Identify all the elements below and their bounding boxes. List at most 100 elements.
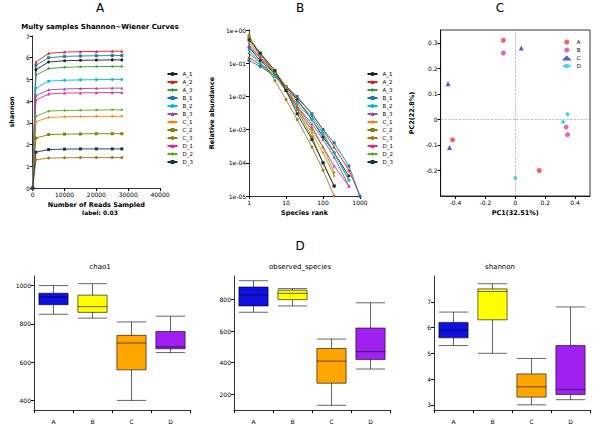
svg-text:C_3: C_3 <box>383 135 394 142</box>
svg-text:800: 800 <box>220 296 232 303</box>
svg-text:B_1: B_1 <box>383 95 393 102</box>
svg-text:10: 10 <box>282 199 290 206</box>
svg-text:3: 3 <box>26 119 30 126</box>
svg-text:C_2: C_2 <box>383 127 393 134</box>
svg-text:1e-02: 1e-02 <box>229 93 246 100</box>
svg-text:A: A <box>96 1 105 15</box>
svg-text:Species rank: Species rank <box>281 209 329 217</box>
svg-text:A_2: A_2 <box>183 79 193 86</box>
svg-text:C: C <box>529 418 533 425</box>
svg-text:observed_species: observed_species <box>269 263 331 271</box>
svg-text:B_2: B_2 <box>383 103 393 110</box>
svg-text:600: 600 <box>20 359 32 366</box>
svg-text:2: 2 <box>26 141 30 148</box>
svg-text:A_3: A_3 <box>183 87 194 94</box>
svg-text:B: B <box>577 47 581 53</box>
svg-text:D_1: D_1 <box>183 143 193 150</box>
svg-text:D: D <box>295 239 304 253</box>
svg-text:label: 0.03: label: 0.03 <box>82 209 118 216</box>
svg-text:shannon: shannon <box>8 96 16 128</box>
svg-text:A_1: A_1 <box>383 71 393 78</box>
svg-text:-0.2: -0.2 <box>426 167 438 174</box>
svg-text:5: 5 <box>26 76 30 83</box>
svg-text:D_1: D_1 <box>383 143 393 150</box>
svg-text:B: B <box>90 418 94 425</box>
svg-text:PC2(22.8%): PC2(22.8%) <box>408 92 416 135</box>
svg-text:C_1: C_1 <box>183 119 193 126</box>
svg-text:100: 100 <box>317 199 329 206</box>
svg-text:1: 1 <box>247 199 251 206</box>
svg-text:40000: 40000 <box>150 191 169 198</box>
svg-text:D: D <box>577 63 581 69</box>
svg-text:6: 6 <box>427 324 431 331</box>
svg-text:0.4: 0.4 <box>570 199 580 206</box>
svg-text:3: 3 <box>427 401 431 408</box>
svg-text:A: A <box>577 39 581 45</box>
svg-text:C: C <box>129 418 133 425</box>
svg-text:shannon: shannon <box>485 263 515 271</box>
svg-text:-0.4: -0.4 <box>450 199 462 206</box>
svg-text:1000: 1000 <box>352 199 367 206</box>
svg-text:1000: 1000 <box>16 282 31 289</box>
svg-text:1: 1 <box>26 163 30 170</box>
svg-text:D_3: D_3 <box>183 159 194 166</box>
svg-text:Relative abundance: Relative abundance <box>208 76 216 149</box>
svg-text:0: 0 <box>434 116 438 123</box>
svg-text:7: 7 <box>427 298 431 305</box>
svg-text:B_1: B_1 <box>183 95 193 102</box>
svg-text:B_2: B_2 <box>183 103 193 110</box>
svg-text:C_2: C_2 <box>183 127 193 134</box>
svg-text:0: 0 <box>513 199 517 206</box>
svg-text:200: 200 <box>220 391 232 398</box>
svg-text:0: 0 <box>31 191 35 198</box>
svg-text:1e-01: 1e-01 <box>229 60 246 67</box>
svg-text:0.1: 0.1 <box>428 90 438 97</box>
svg-text:D: D <box>568 418 573 425</box>
svg-text:PC1(32.51%): PC1(32.51%) <box>492 209 539 217</box>
svg-text:0.2: 0.2 <box>428 65 438 72</box>
svg-text:C_3: C_3 <box>183 135 194 142</box>
svg-text:-0.2: -0.2 <box>480 199 492 206</box>
svg-text:D: D <box>168 418 173 425</box>
svg-text:0.3: 0.3 <box>428 39 438 46</box>
svg-text:D_2: D_2 <box>183 151 193 158</box>
svg-text:A_2: A_2 <box>383 79 393 86</box>
svg-text:Multy samples Shannon~Wiener C: Multy samples Shannon~Wiener Curves <box>21 23 179 31</box>
svg-text:1e-03: 1e-03 <box>229 126 246 133</box>
svg-text:chao1: chao1 <box>89 263 110 271</box>
svg-text:A: A <box>51 418 56 425</box>
svg-text:B: B <box>290 418 294 425</box>
svg-text:C: C <box>577 55 581 61</box>
svg-text:6: 6 <box>26 54 30 61</box>
svg-text:30000: 30000 <box>119 191 138 198</box>
svg-text:B: B <box>490 418 494 425</box>
svg-text:1e-05: 1e-05 <box>229 193 246 200</box>
svg-text:B: B <box>296 1 304 15</box>
svg-text:B_3: B_3 <box>383 111 394 118</box>
svg-text:A_1: A_1 <box>183 71 193 78</box>
svg-text:A: A <box>451 418 456 425</box>
svg-text:4: 4 <box>26 98 30 105</box>
svg-text:10000: 10000 <box>55 191 74 198</box>
svg-text:20000: 20000 <box>87 191 106 198</box>
svg-text:A: A <box>251 418 256 425</box>
svg-text:B_3: B_3 <box>183 111 194 118</box>
svg-text:C: C <box>496 1 504 15</box>
svg-text:800: 800 <box>20 320 32 327</box>
svg-text:600: 600 <box>220 328 232 335</box>
svg-text:1e-04: 1e-04 <box>229 159 246 166</box>
svg-text:A_3: A_3 <box>383 87 394 94</box>
svg-text:D: D <box>368 418 373 425</box>
svg-text:0: 0 <box>26 185 30 192</box>
svg-text:1e+00: 1e+00 <box>226 27 246 34</box>
svg-text:C: C <box>329 418 333 425</box>
svg-text:400: 400 <box>220 359 232 366</box>
svg-text:4: 4 <box>427 376 431 383</box>
svg-text:7: 7 <box>26 33 30 40</box>
svg-text:400: 400 <box>20 397 32 404</box>
svg-text:5: 5 <box>427 350 431 357</box>
svg-text:D_3: D_3 <box>383 159 394 166</box>
svg-text:C_1: C_1 <box>383 119 393 126</box>
svg-text:D_2: D_2 <box>383 151 393 158</box>
svg-text:-0.1: -0.1 <box>426 141 438 148</box>
